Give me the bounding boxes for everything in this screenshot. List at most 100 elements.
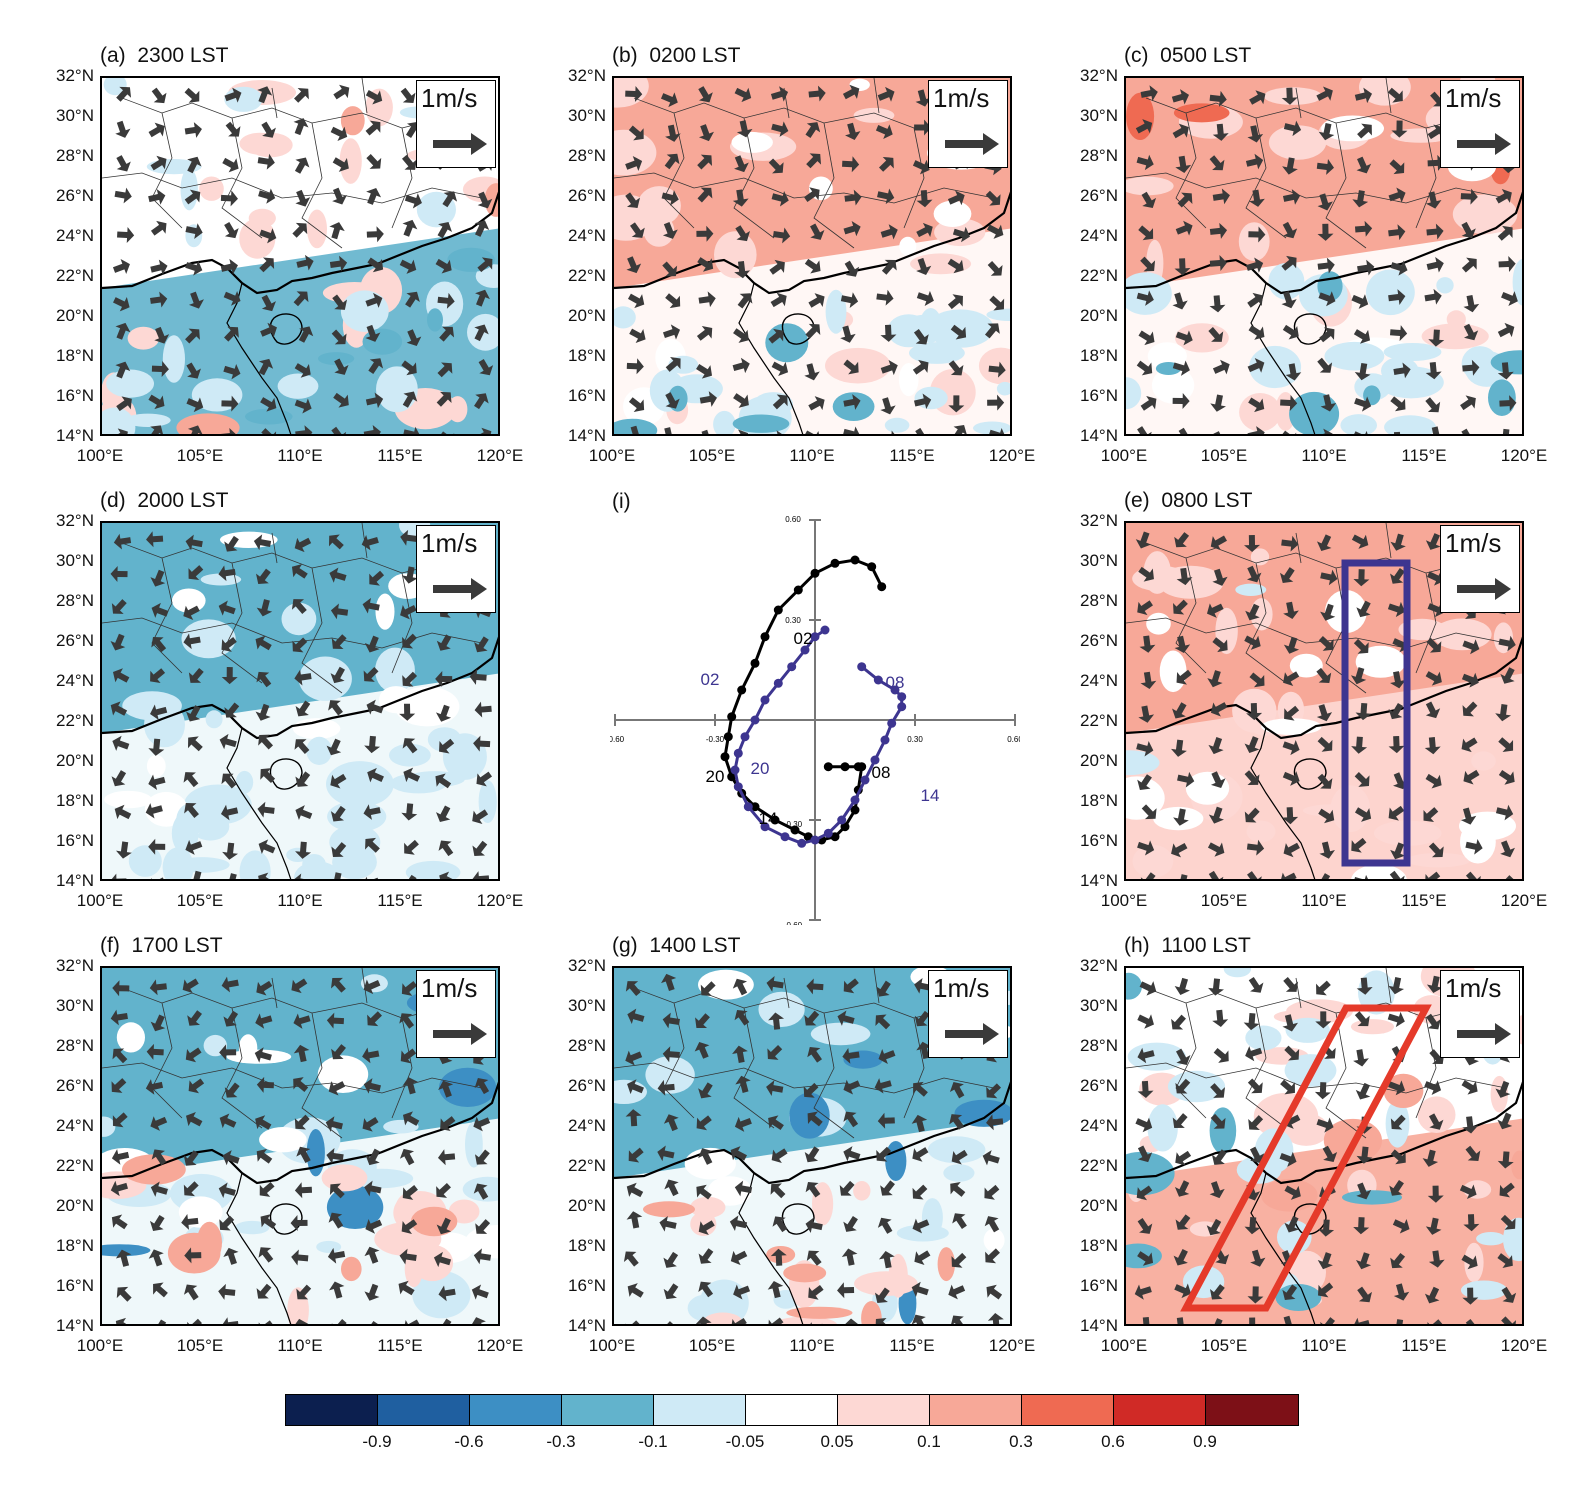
wind-vector — [1212, 188, 1230, 205]
hodograph-point — [887, 718, 897, 728]
wind-vector — [1390, 842, 1406, 860]
wind-vector — [1318, 808, 1335, 824]
wind-vector — [766, 975, 784, 992]
wind-vector — [1249, 90, 1266, 105]
wind-vector — [1390, 1114, 1406, 1130]
wind-vector — [1209, 222, 1228, 239]
wind-vector — [364, 735, 381, 754]
wind-vector — [987, 260, 1003, 276]
wind-vector — [296, 1146, 311, 1164]
wind-vector — [623, 1251, 639, 1267]
wind-vector — [732, 189, 749, 207]
wind-vector — [150, 1116, 168, 1131]
wind-vector — [1317, 257, 1335, 274]
wind-vector — [1315, 1011, 1332, 1029]
wind-vector — [1316, 159, 1335, 175]
wind-vector — [402, 1111, 420, 1126]
wind-vector — [328, 1212, 344, 1229]
wind-vector — [1390, 1149, 1406, 1165]
map-a: 1m/s — [100, 76, 500, 436]
wind-vector — [260, 322, 277, 338]
lat-tick-label: 22°N — [568, 1156, 606, 1175]
wind-vector — [469, 668, 487, 685]
lon-tick-label: 110°E — [789, 1336, 835, 1355]
map-f: 1m/s — [100, 966, 500, 1326]
lat-tick-label: 16°N — [1080, 1276, 1118, 1295]
wind-vector — [188, 1078, 205, 1094]
wind-vector — [1390, 1252, 1406, 1269]
lon-tick-label: 100°E — [76, 1336, 124, 1355]
wind-vector — [697, 187, 713, 203]
wind-vector — [224, 535, 239, 552]
hodograph-point — [790, 825, 800, 835]
lon-tick-label: 115°E — [1401, 1336, 1447, 1355]
wind-vector — [256, 980, 273, 996]
wind-vector — [367, 767, 384, 783]
hodograph-point — [857, 662, 867, 672]
lat-tick-label: 32°N — [568, 66, 606, 85]
reference-vector-box: 1m/s — [1440, 525, 1520, 613]
wind-vector — [627, 1008, 645, 1024]
wind-vector — [1319, 841, 1335, 859]
wind-vector — [113, 297, 130, 312]
wind-vector — [916, 190, 933, 208]
wind-vector — [257, 801, 275, 818]
wind-vector — [366, 187, 382, 205]
hodograph-point — [873, 675, 883, 685]
wind-vector — [112, 735, 130, 751]
wind-vector — [1137, 1080, 1154, 1099]
wind-vector — [1172, 393, 1190, 410]
panel-title: (h) 1100 LST — [1124, 934, 1251, 957]
wind-vector — [1497, 1253, 1513, 1268]
wind-vector — [294, 363, 311, 378]
colorbar-label: 0.3 — [1009, 1432, 1033, 1451]
hodograph-point — [773, 678, 783, 688]
wind-vector — [116, 396, 132, 412]
wind-vector — [662, 1012, 680, 1029]
wind-vector — [477, 257, 493, 273]
wind-vector — [1174, 532, 1190, 548]
wind-vector — [1172, 292, 1188, 310]
wind-vector — [1244, 770, 1260, 785]
wind-vector — [734, 261, 751, 279]
wind-vector — [1247, 292, 1263, 308]
wind-vector — [333, 84, 350, 100]
wind-vector — [292, 637, 308, 653]
wind-vector — [221, 395, 239, 412]
wind-vector — [1283, 120, 1302, 137]
axis-tick-label: -0.60 — [784, 921, 803, 925]
axis-tick-label: -0.60 — [610, 735, 625, 744]
lat-tick-label: 20°N — [1080, 1196, 1118, 1215]
lat-tick-label: 24°N — [56, 1116, 94, 1135]
wind-vector — [1283, 842, 1300, 858]
wind-vector — [876, 980, 891, 997]
wind-vector — [402, 633, 417, 649]
wind-vector — [1428, 1250, 1445, 1268]
lon-tick-label: 105°E — [688, 1336, 736, 1355]
lat-tick-label: 22°N — [56, 266, 94, 285]
lat-tick-label: 28°N — [1080, 146, 1118, 165]
wind-vector — [1281, 87, 1298, 105]
wind-vector — [657, 1145, 675, 1162]
wind-vector — [1497, 362, 1514, 380]
wind-vector — [1318, 1282, 1334, 1298]
lat-tick-label: 20°N — [56, 1196, 94, 1215]
hodograph-point — [750, 802, 760, 812]
lat-tick-label: 26°N — [1080, 631, 1118, 650]
wind-vector — [291, 978, 308, 994]
wind-vector — [111, 1078, 127, 1093]
wind-vector — [1461, 221, 1476, 239]
lat-tick-label: 18°N — [56, 346, 94, 365]
wind-vector — [911, 1114, 928, 1133]
wind-vector — [1210, 1083, 1225, 1098]
wind-vector — [362, 597, 380, 614]
wind-vector — [148, 425, 164, 434]
wind-vector — [435, 773, 452, 789]
wind-vector — [435, 704, 452, 722]
wind-vector — [1173, 808, 1189, 826]
wind-vector — [1177, 771, 1195, 788]
wind-vector — [115, 120, 131, 138]
wind-vector — [842, 84, 860, 100]
wind-vector — [1248, 325, 1265, 340]
wind-vector — [1354, 87, 1373, 104]
